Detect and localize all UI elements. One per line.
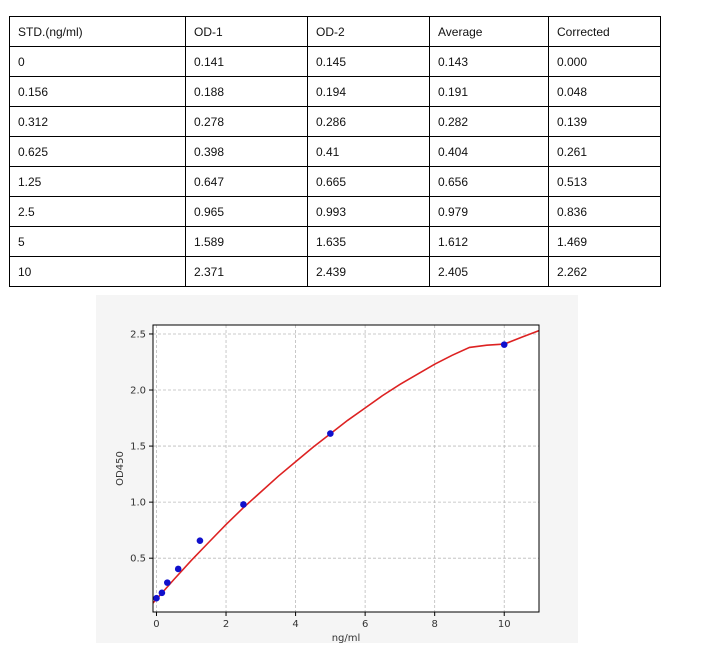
x-tick-label: 4: [292, 619, 298, 630]
table-cell: 0.048: [548, 76, 661, 107]
fit-curve: [153, 329, 539, 604]
table-row: 0 0.141 0.145 0.143 0.000: [9, 46, 661, 77]
data-point: [327, 430, 334, 437]
table-header-row: STD.(ng/ml) OD-1 OD-2 Average Corrected: [9, 16, 661, 47]
x-axis-label: ng/ml: [332, 633, 361, 643]
table-cell: 0.141: [185, 46, 308, 77]
table-row: 5 1.589 1.635 1.612 1.469: [9, 226, 661, 257]
table-row: 0.156 0.188 0.194 0.191 0.048: [9, 76, 661, 107]
standard-curve-chart: 0 2 4 6 8 10 0.5 1.0 1.5 2.0 2.5 ng/ml OD450: [96, 295, 578, 644]
table-cell: 1.635: [307, 226, 430, 257]
table-cell: 0.139: [548, 106, 661, 137]
table-cell: 0.188: [185, 76, 308, 107]
table-header-cell: OD-1: [185, 16, 308, 47]
table-cell: 0.145: [307, 46, 430, 77]
data-point: [153, 594, 160, 602]
table-cell: 0.000: [548, 46, 661, 77]
table-cell: 2.439: [307, 256, 430, 287]
data-point: [240, 501, 247, 508]
table-cell: 0.656: [429, 166, 549, 197]
table-cell: 2.405: [429, 256, 549, 287]
table-row: 0.625 0.398 0.41 0.404 0.261: [9, 136, 661, 167]
table-cell: 1.469: [548, 226, 661, 257]
y-tick-label: 2.0: [130, 386, 146, 397]
x-tick-label: 6: [362, 619, 368, 630]
table-cell: 0.965: [185, 196, 308, 227]
data-point: [164, 579, 171, 586]
chart-svg: 0 2 4 6 8 10 0.5 1.0 1.5 2.0 2.5 ng/ml OD450: [115, 324, 540, 644]
data-point: [174, 565, 182, 573]
table-row: 0.312 0.278 0.286 0.282 0.139: [9, 106, 661, 137]
table-cell: 0.836: [548, 196, 661, 227]
table-cell: 10: [9, 256, 186, 287]
data-point: [158, 589, 166, 597]
table-cell: 1.612: [429, 226, 549, 257]
table-cell: 0.312: [9, 106, 186, 137]
table-cell: 0.191: [429, 76, 549, 107]
table-cell: 0.41: [307, 136, 430, 167]
data-point: [196, 537, 204, 544]
table-cell: 0.286: [307, 106, 430, 137]
y-tick-label: 1.0: [130, 498, 146, 509]
x-tick-label: 0: [153, 619, 159, 630]
x-tick-label: 2: [223, 619, 229, 630]
table-cell: 0.665: [307, 166, 430, 197]
table-header-cell: Average: [429, 16, 549, 47]
y-tick-label: 1.5: [130, 442, 146, 453]
table-cell: 5: [9, 226, 186, 257]
y-axis-label: OD450: [115, 451, 126, 486]
table-cell: 2.371: [185, 256, 308, 287]
table-cell: 0.404: [429, 136, 549, 167]
table-cell: 0.993: [307, 196, 430, 227]
plot-area: [153, 325, 539, 612]
plot-frame: [152, 324, 540, 613]
table-cell: 0.647: [185, 166, 308, 197]
table-header-cell: STD.(ng/ml): [9, 16, 186, 47]
x-tick-label: 10: [498, 619, 511, 630]
table-cell: 0.194: [307, 76, 430, 107]
table-cell: 0: [9, 46, 186, 77]
table-cell: 2.5: [9, 196, 186, 227]
x-tick-label: 8: [431, 619, 437, 630]
table-cell: 0.143: [429, 46, 549, 77]
standard-curve-table: STD.(ng/ml) OD-1 OD-2 Average Corrected 0 0.14…: [9, 16, 661, 287]
table-cell: 0.278: [185, 106, 308, 137]
table-header-cell: Corrected: [548, 16, 661, 47]
data-point: [500, 341, 508, 348]
table-cell: 0.261: [548, 136, 661, 167]
y-tick-label: 2.5: [130, 329, 146, 340]
table-cell: 1.25: [9, 166, 186, 197]
table-cell: 1.589: [185, 226, 308, 257]
y-tick-label: 0.5: [130, 554, 146, 565]
table-cell: 0.979: [429, 196, 549, 227]
table-row: 1.25 0.647 0.665 0.656 0.513: [9, 166, 661, 197]
table-cell: 0.513: [548, 166, 661, 197]
table-cell: 2.262: [548, 256, 661, 287]
table-row: 2.5 0.965 0.993 0.979 0.836: [9, 196, 661, 227]
table-cell: 0.398: [185, 136, 308, 167]
table-cell: 0.282: [429, 106, 549, 137]
table-cell: 0.625: [9, 136, 186, 167]
table-header-cell: OD-2: [307, 16, 430, 47]
table-cell: 0.156: [9, 76, 186, 107]
table-row: 10 2.371 2.439 2.405 2.262: [9, 256, 661, 287]
